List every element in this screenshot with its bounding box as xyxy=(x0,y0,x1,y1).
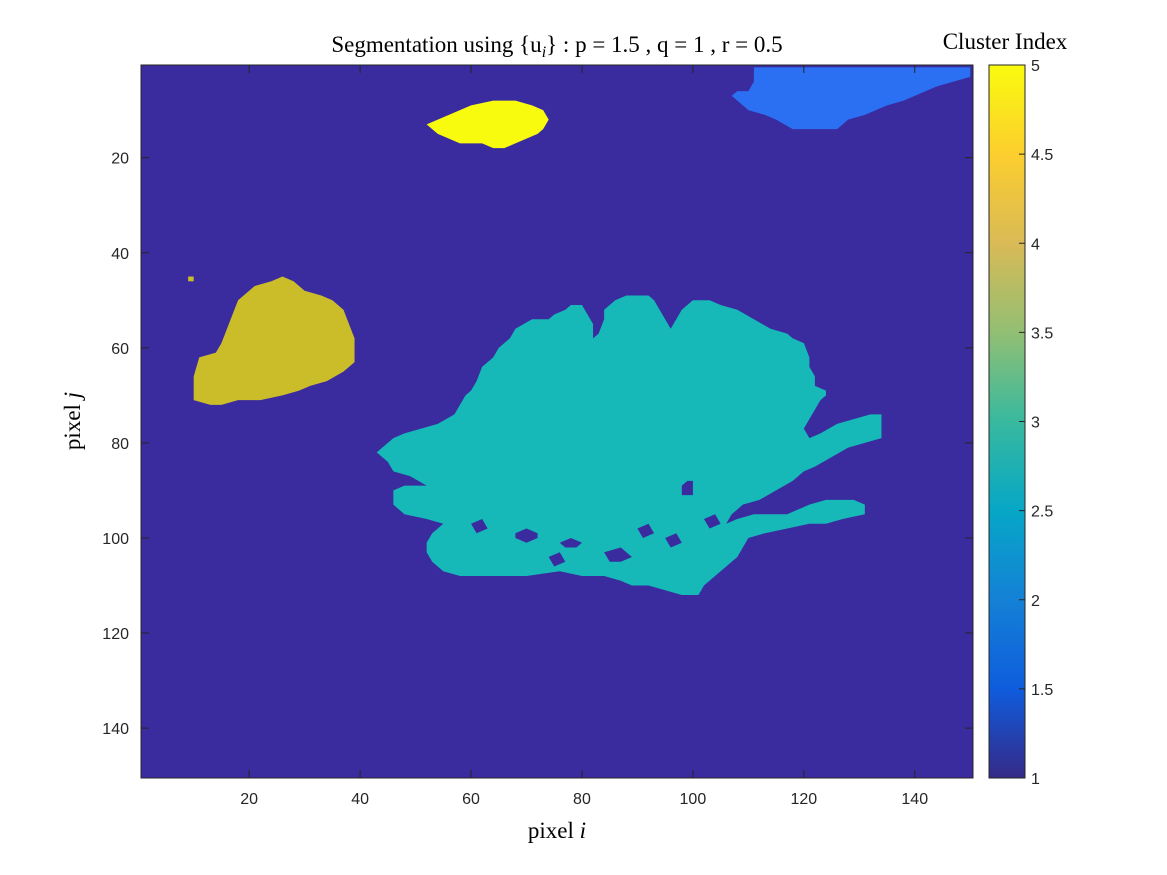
colorbar-ticks: 1 1.5 2 2.5 3 3.5 4 4.5 5 xyxy=(1019,58,1053,788)
colorbar-tick-label: 2.5 xyxy=(1031,504,1053,521)
title-suffix: } : p = 1.5 , q = 1 , r = 0.5 xyxy=(546,32,783,57)
colorbar-tick-label: 5 xyxy=(1031,58,1040,75)
cluster-1-hole xyxy=(559,537,582,548)
colorbar-tick-label: 1 xyxy=(1031,771,1040,788)
y-axis-label: pixel j xyxy=(60,392,85,450)
y-tick-label: 40 xyxy=(111,246,129,263)
cluster-2-region xyxy=(731,67,971,130)
colorbar: Cluster Index 1 1.5 2 2.5 3 3.5 4 4.5 5 xyxy=(943,29,1068,788)
x-tick-label: 100 xyxy=(680,791,707,808)
x-axis-label: pixel i xyxy=(528,818,586,843)
colorbar-tick-label: 1.5 xyxy=(1031,682,1053,699)
cluster-4-region xyxy=(188,276,194,282)
cluster-1-hole xyxy=(548,552,566,567)
cluster-1-hole xyxy=(665,533,682,548)
cluster-regions xyxy=(188,67,971,595)
x-tick-label: 120 xyxy=(790,791,817,808)
x-label-word: pixel xyxy=(528,818,574,843)
y-tick-label: 100 xyxy=(102,531,129,548)
cluster-1-hole xyxy=(604,547,632,562)
y-tick-label: 80 xyxy=(111,436,129,453)
cluster-4-region xyxy=(193,276,355,405)
cluster-5-region xyxy=(426,100,549,149)
colorbar-tick-label: 3.5 xyxy=(1031,325,1053,342)
colorbar-title: Cluster Index xyxy=(943,29,1068,54)
y-tick-label: 20 xyxy=(111,151,129,168)
y-tick-label: 60 xyxy=(111,341,129,358)
colorbar-tick-label: 2 xyxy=(1031,593,1040,610)
x-label-var: i xyxy=(580,818,586,843)
colorbar-tick-label: 4 xyxy=(1031,236,1040,253)
y-label-var: j xyxy=(60,392,85,401)
cluster-1-hole xyxy=(681,480,693,496)
y-tick-label: 140 xyxy=(102,721,129,738)
chart-title: Segmentation using {ui} : p = 1.5 , q = … xyxy=(331,32,782,61)
x-axis-ticks: 20 40 60 80 100 120 140 xyxy=(240,65,928,808)
colorbar-tick-label: 4.5 xyxy=(1031,147,1053,164)
cluster-1-hole xyxy=(637,523,655,538)
cluster-3-region xyxy=(376,295,882,595)
title-prefix: Segmentation using {u xyxy=(331,32,542,57)
x-tick-label: 20 xyxy=(240,791,258,808)
title-subscript: i xyxy=(542,44,546,61)
cluster-1-hole xyxy=(703,514,721,529)
x-tick-label: 40 xyxy=(351,791,369,808)
y-tick-label: 120 xyxy=(102,626,129,643)
y-label-word: pixel xyxy=(60,404,85,450)
x-tick-label: 60 xyxy=(462,791,480,808)
heatmap-plot xyxy=(141,65,973,778)
x-tick-label: 140 xyxy=(901,791,928,808)
x-tick-label: 80 xyxy=(573,791,591,808)
y-axis-ticks: 20 40 60 80 100 120 140 xyxy=(102,151,973,738)
plot-frame xyxy=(140,64,974,779)
cluster-1-hole xyxy=(515,528,538,543)
colorbar-tick-label: 3 xyxy=(1031,415,1040,432)
cluster-1-hole xyxy=(471,518,488,534)
